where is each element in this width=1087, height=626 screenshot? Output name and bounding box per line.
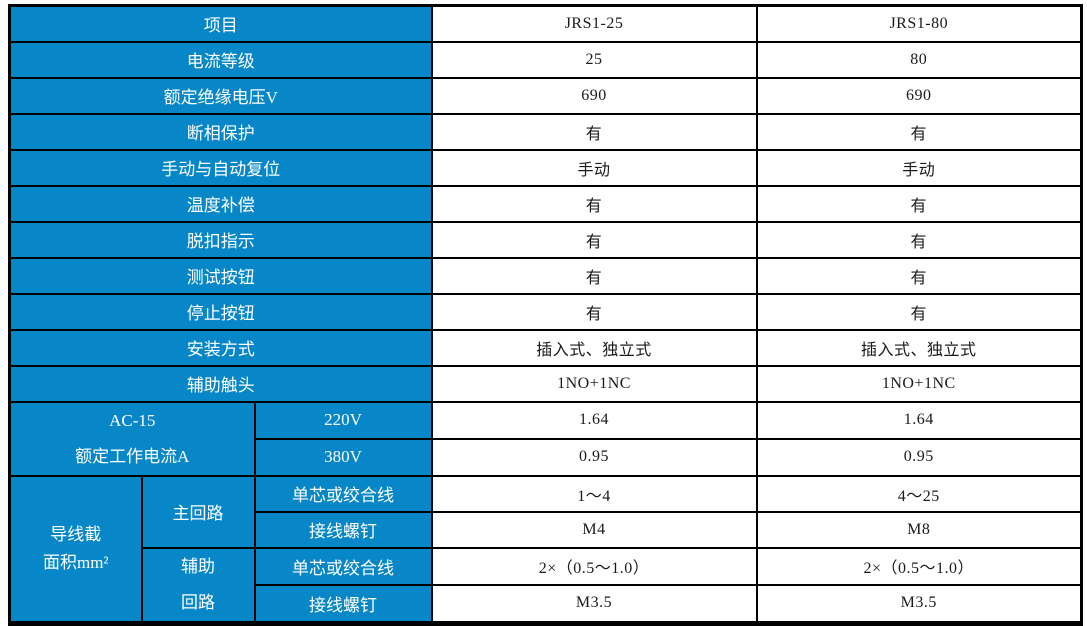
cell-value: 2×（0.5～1.0） (755, 546, 1083, 587)
column-header-jrs1-25: JRS1-25 (430, 4, 758, 43)
sub-label-380v: 380V (253, 437, 433, 477)
cell-value: 手动 (430, 148, 758, 187)
wire-label-line1: 导线截 (50, 524, 102, 544)
cell-value: 1.64 (430, 400, 758, 440)
cell-value: 4～25 (755, 474, 1083, 513)
column-header-jrs1-80: JRS1-80 (755, 4, 1083, 43)
row-label: 脱扣指示 (8, 220, 433, 259)
row-label: 手动与自动复位 (8, 148, 433, 187)
cell-value: 有 (430, 256, 758, 295)
cell-value: 插入式、独立式 (755, 328, 1083, 367)
row-label: 安装方式 (8, 328, 433, 367)
sub-label-wire-type: 单芯或绞合线 (253, 546, 433, 587)
table-row-main-circuit-screw: 接线螺钉 M4 M8 (10, 510, 1083, 549)
cell-value: 有 (755, 292, 1083, 331)
row-label-ac15-rated-current: AC-15 额定工作电流A (8, 400, 256, 477)
cell-value: 手动 (755, 148, 1083, 187)
table-row-phase-failure-protection: 断相保护 有 有 (8, 112, 1083, 151)
sub-label-wire-type: 单芯或绞合线 (253, 474, 433, 513)
cell-value: 690 (430, 76, 758, 115)
ac15-label-line2: 额定工作电流A (75, 446, 190, 466)
table-row-trip-indication: 脱扣指示 有 有 (8, 220, 1083, 259)
table-row-mounting-method: 安装方式 插入式、独立式 插入式、独立式 (8, 328, 1083, 367)
table-row-temperature-compensation: 温度补偿 有 有 (8, 184, 1083, 223)
row-label-item: 项目 (8, 4, 433, 43)
cell-value: M8 (755, 510, 1083, 549)
cell-value: 2×（0.5～1.0） (430, 546, 758, 587)
cell-value: 1NO+1NC (755, 364, 1083, 403)
cell-value: 有 (430, 220, 758, 259)
cell-value: 有 (755, 112, 1083, 151)
cell-value: 有 (430, 184, 758, 223)
table-row-auxiliary-contacts: 辅助触头 1NO+1NC 1NO+1NC (8, 364, 1083, 403)
row-label-wire-cross-section: 导线截 面积mm² (8, 474, 143, 624)
table-row-header: 项目 JRS1-25 JRS1-80 (8, 4, 1083, 43)
cell-value: 有 (430, 292, 758, 331)
table-row-ac15-220v: AC-15 额定工作电流A 220V 1.64 1.64 (8, 400, 1083, 477)
group-label-auxiliary-circuit: 辅助 回路 (140, 546, 256, 624)
table-row-manual-auto-reset: 手动与自动复位 手动 手动 (8, 148, 1083, 187)
cell-value: M3.5 (755, 584, 1083, 624)
table-row-insulation-voltage: 额定绝缘电压V 690 690 (8, 76, 1083, 115)
sub-label-terminal-screw: 接线螺钉 (253, 510, 433, 549)
cell-value: M4 (430, 510, 758, 549)
sub-label-terminal-screw: 接线螺钉 (253, 584, 433, 624)
cell-value: 0.95 (430, 437, 758, 477)
row-label: 辅助触头 (8, 364, 433, 403)
row-label: 断相保护 (8, 112, 433, 151)
cell-value: 1NO+1NC (430, 364, 758, 403)
row-label: 温度补偿 (8, 184, 433, 223)
group-label-main-circuit: 主回路 (140, 474, 256, 549)
row-label: 电流等级 (8, 40, 433, 79)
cell-value: 80 (755, 40, 1083, 79)
row-label: 停止按钮 (8, 292, 433, 331)
cell-value: 0.95 (755, 437, 1083, 477)
cell-value: 有 (430, 112, 758, 151)
cell-value: 1～4 (430, 474, 758, 513)
cell-value: 690 (755, 76, 1083, 115)
table-row-current-rating: 电流等级 25 80 (8, 40, 1083, 79)
cell-value: 有 (755, 184, 1083, 223)
wire-label-line2: 面积mm² (42, 552, 109, 572)
table-row-main-circuit-wire: 导线截 面积mm² 主回路 单芯或绞合线 1～4 4～25 (8, 474, 1083, 624)
table-row-ac15-380v: 380V 0.95 0.95 (10, 437, 1083, 477)
cell-value: M3.5 (430, 584, 758, 624)
cell-value: 插入式、独立式 (430, 328, 758, 367)
table-row-aux-circuit-wire: 辅助 回路 单芯或绞合线 2×（0.5～1.0） 2×（0.5～1.0） (10, 546, 1083, 624)
spec-table: 项目 JRS1-25 JRS1-80 电流等级 25 80 额定绝缘电压V 69… (8, 4, 1083, 626)
cell-value: 1.64 (755, 400, 1083, 440)
table-row-test-button: 测试按钮 有 有 (8, 256, 1083, 295)
table-row-stop-button: 停止按钮 有 有 (8, 292, 1083, 331)
row-label: 测试按钮 (8, 256, 433, 295)
row-label: 额定绝缘电压V (8, 76, 433, 115)
ac15-label-line1: AC-15 (109, 410, 156, 430)
cell-value: 有 (755, 256, 1083, 295)
sub-label-220v: 220V (253, 400, 433, 440)
cell-value: 有 (755, 220, 1083, 259)
cell-value: 25 (430, 40, 758, 79)
